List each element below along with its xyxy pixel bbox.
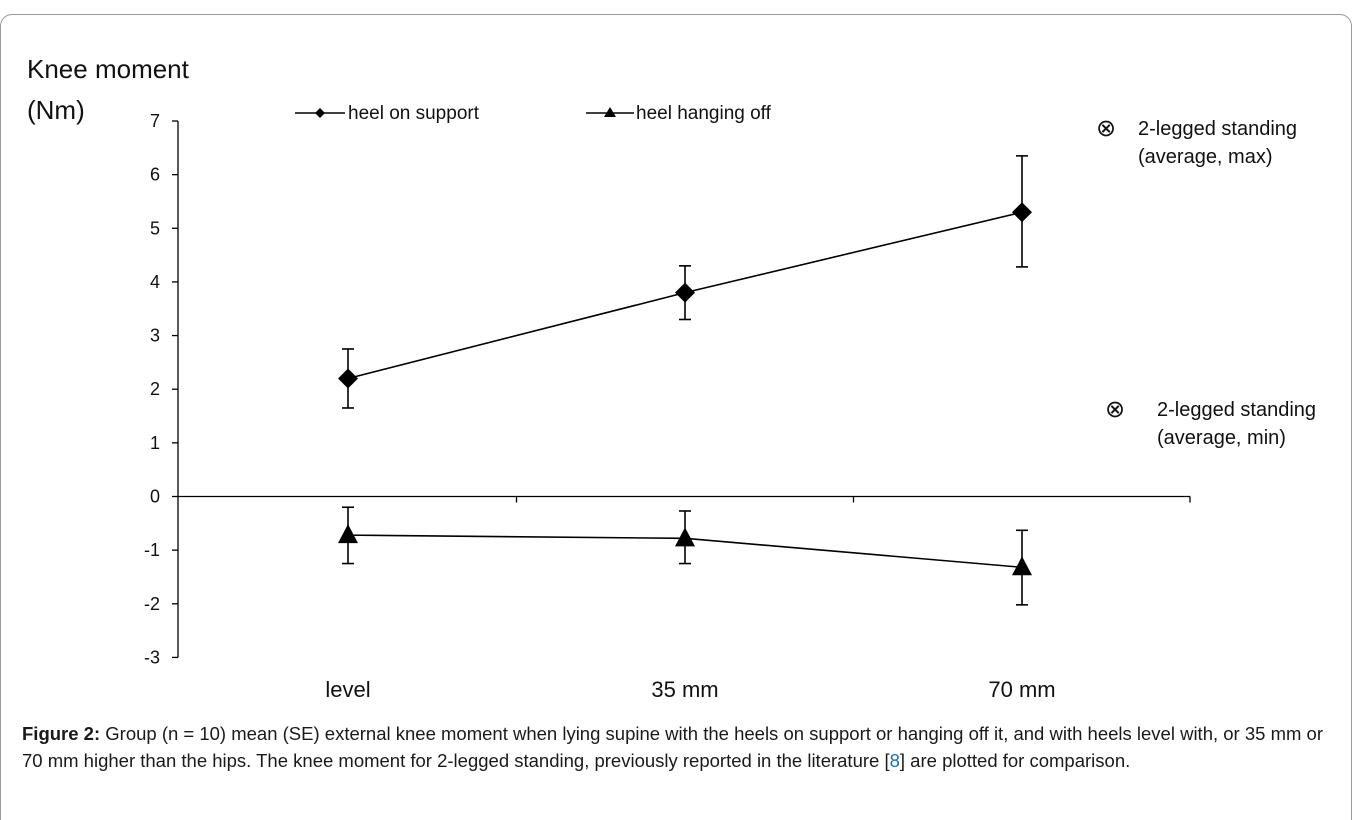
data-point-triangle	[338, 524, 358, 544]
legend: heel on support heel hanging off	[295, 103, 772, 124]
x-tick-label: level	[325, 677, 370, 702]
caption-text-part2: ] are plotted for comparison.	[899, 750, 1131, 771]
data-point-diamond	[675, 282, 695, 303]
series-heel-hanging-off	[338, 506, 1032, 606]
legend-label-heel-hanging-off: heel hanging off	[636, 103, 772, 124]
y-axis-title-line1: Knee moment	[27, 54, 190, 84]
y-tick-label: 2	[150, 379, 160, 399]
y-tick-label: 1	[150, 433, 160, 453]
caption-label: Figure 2:	[22, 723, 101, 744]
circled-times-icon: ⊗	[1096, 115, 1116, 142]
legend-triangle-marker	[604, 107, 616, 117]
annotation-min-line2: (average, min)	[1157, 427, 1286, 449]
knee-moment-chart: Knee moment (Nm) 7 6 5 4 3 2 1 0 -1 -2 -3 level 35 …	[27, 54, 1316, 702]
data-point-triangle	[1012, 556, 1032, 576]
y-tick-label: -3	[144, 647, 160, 667]
annotation-min-line1: 2-legged standing	[1157, 399, 1316, 421]
y-axis-title-line2: (Nm)	[27, 95, 85, 125]
y-tick-label: 5	[150, 218, 160, 238]
y-tick-label: 4	[150, 272, 160, 292]
data-point-diamond	[338, 368, 358, 389]
legend-label-heel-on-support: heel on support	[348, 103, 480, 124]
x-tick-label: 35 mm	[651, 677, 718, 702]
data-point-triangle	[675, 527, 695, 547]
y-tick-label: 6	[150, 165, 160, 185]
data-point-diamond	[1012, 202, 1032, 223]
circled-times-icon: ⊗	[1105, 396, 1125, 423]
series-layer	[338, 155, 1032, 606]
figure-frame	[0, 14, 1352, 820]
annotation-min: ⊗ 2-legged standing (average, min)	[1105, 396, 1316, 449]
y-tick-label: -1	[144, 540, 160, 560]
x-tick-label: 70 mm	[988, 677, 1055, 702]
y-tick-label: -2	[144, 594, 160, 614]
y-tick-label: 3	[150, 326, 160, 346]
figure-caption: Figure 2: Group (n = 10) mean (SE) exter…	[22, 720, 1342, 774]
series-heel-on-support	[338, 155, 1032, 409]
annotation-max-line2: (average, max)	[1138, 146, 1273, 168]
legend-item-heel-hanging-off: heel hanging off	[586, 103, 772, 124]
y-tick-label: 0	[150, 487, 160, 507]
annotation-max-line1: 2-legged standing	[1138, 118, 1297, 140]
annotation-max: ⊗ 2-legged standing (average, max)	[1096, 115, 1297, 168]
legend-diamond-marker	[315, 108, 325, 118]
legend-item-heel-on-support: heel on support	[295, 103, 480, 124]
x-tick-labels: level 35 mm 70 mm	[325, 677, 1055, 702]
chart-axes	[172, 120, 1191, 659]
caption-reference-link[interactable]: 8	[889, 750, 900, 771]
caption-text-part1: Group (n = 10) mean (SE) external knee m…	[22, 723, 1323, 771]
y-tick-label: 7	[150, 111, 160, 131]
y-tick-labels: 7 6 5 4 3 2 1 0 -1 -2 -3	[144, 111, 160, 667]
